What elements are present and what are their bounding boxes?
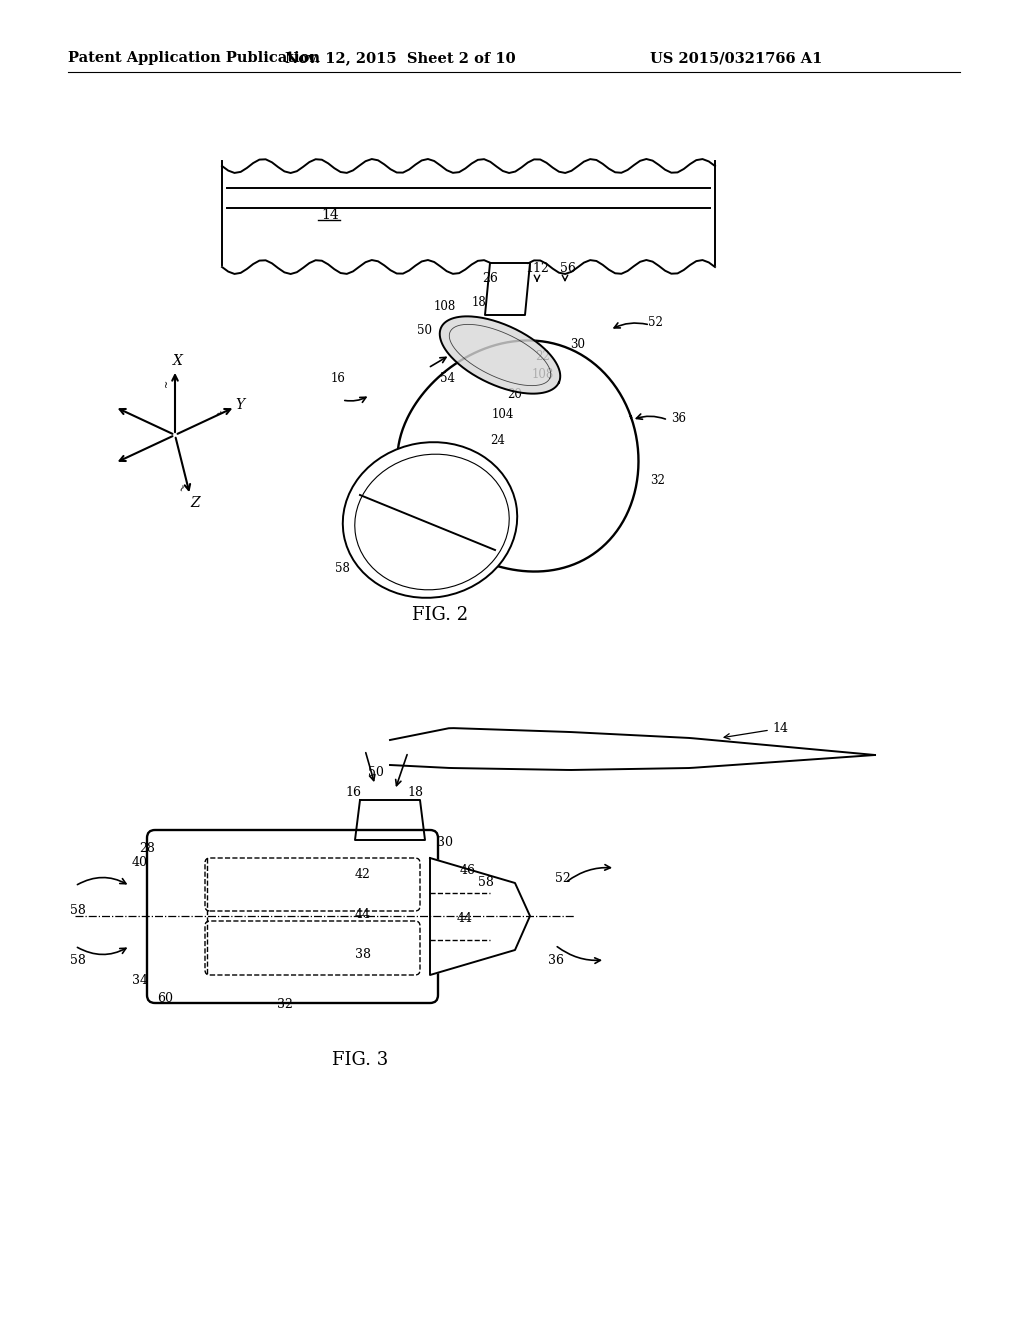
Text: 60: 60 (157, 991, 173, 1005)
Text: 26: 26 (482, 272, 498, 285)
Text: 54: 54 (440, 371, 455, 384)
Text: 108: 108 (531, 368, 554, 381)
Text: 34: 34 (132, 974, 148, 986)
Text: 108: 108 (434, 300, 456, 313)
Text: 16: 16 (345, 787, 361, 800)
Text: 38: 38 (355, 949, 371, 961)
Text: 112: 112 (525, 261, 549, 275)
Text: Patent Application Publication: Patent Application Publication (68, 51, 319, 65)
Text: 104: 104 (492, 408, 514, 421)
Text: 14: 14 (772, 722, 788, 734)
Text: ~: ~ (177, 482, 189, 492)
Text: 30: 30 (570, 338, 585, 351)
Text: 58: 58 (335, 561, 350, 574)
Text: 50: 50 (417, 323, 432, 337)
FancyBboxPatch shape (147, 830, 438, 1003)
Text: 28: 28 (139, 842, 155, 854)
Text: 44: 44 (457, 912, 473, 924)
Text: 24: 24 (490, 433, 506, 446)
Polygon shape (355, 800, 425, 840)
Text: 28: 28 (429, 541, 443, 554)
Text: 58: 58 (478, 875, 494, 888)
Text: 42: 42 (355, 869, 371, 882)
Text: FIG. 2: FIG. 2 (412, 606, 468, 624)
Text: 36: 36 (548, 953, 564, 966)
Text: 18: 18 (407, 787, 423, 800)
Text: 46: 46 (460, 863, 476, 876)
Text: 18: 18 (472, 296, 486, 309)
Polygon shape (485, 263, 530, 315)
Text: 50: 50 (368, 767, 384, 780)
Polygon shape (430, 858, 530, 975)
Text: 52: 52 (648, 317, 663, 330)
Text: Y: Y (236, 399, 245, 412)
Ellipse shape (343, 442, 517, 598)
Text: US 2015/0321766 A1: US 2015/0321766 A1 (650, 51, 822, 65)
Text: 20: 20 (508, 388, 522, 401)
Text: 52: 52 (555, 871, 570, 884)
Text: X: X (173, 354, 183, 368)
Text: 22: 22 (536, 350, 550, 363)
Text: 32: 32 (278, 998, 293, 1011)
Text: 16: 16 (330, 371, 345, 384)
Text: 44: 44 (355, 908, 371, 921)
Text: ~: ~ (162, 379, 172, 387)
Text: Nov. 12, 2015  Sheet 2 of 10: Nov. 12, 2015 Sheet 2 of 10 (285, 51, 515, 65)
Text: 14: 14 (322, 209, 339, 222)
Polygon shape (397, 341, 639, 572)
Text: 56: 56 (560, 261, 575, 275)
Text: Z: Z (190, 496, 200, 510)
Text: 34: 34 (353, 499, 368, 511)
Text: FIG. 3: FIG. 3 (332, 1051, 388, 1069)
Text: 58: 58 (70, 953, 86, 966)
Text: 32: 32 (650, 474, 665, 487)
Polygon shape (439, 317, 560, 393)
Text: ~: ~ (214, 407, 226, 420)
Text: 30: 30 (437, 836, 453, 849)
Text: 36: 36 (671, 412, 686, 425)
Text: 58: 58 (70, 903, 86, 916)
Text: 40: 40 (132, 855, 148, 869)
